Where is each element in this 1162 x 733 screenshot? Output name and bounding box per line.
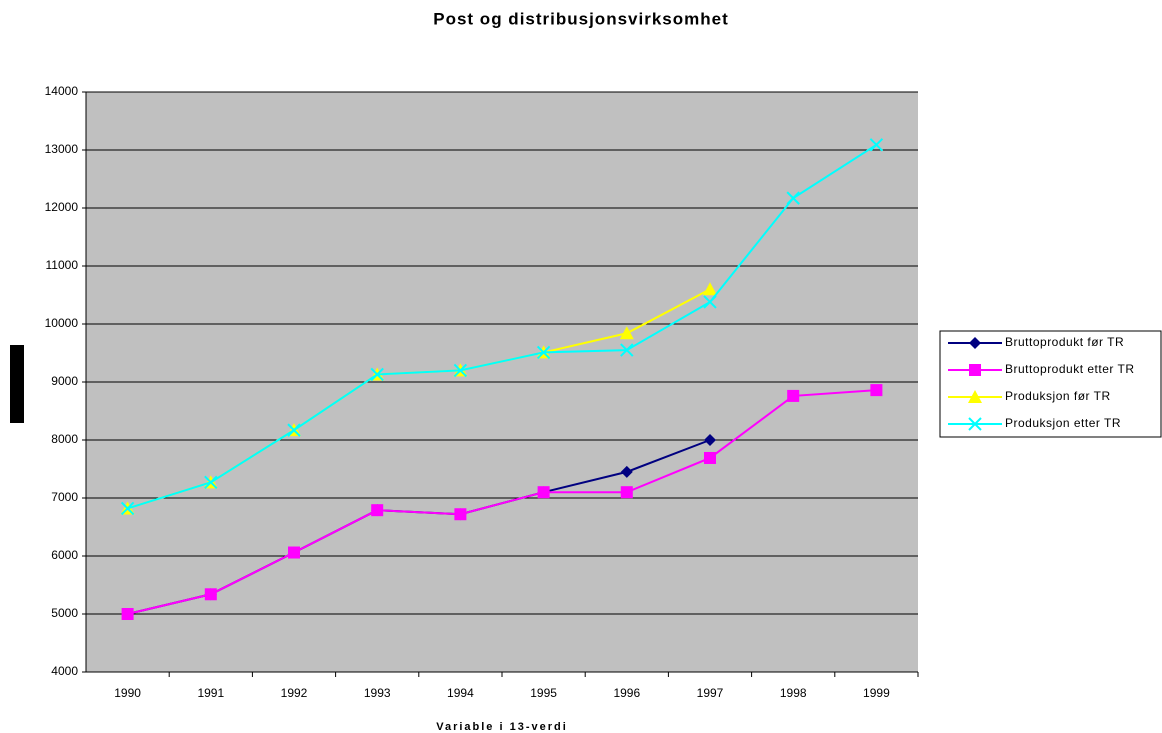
legend-label: Produksjon før TR [1005,389,1111,403]
marker [371,504,384,517]
y-tick-label: 8000 [51,432,78,446]
marker [121,608,134,620]
redacted-label [10,345,24,423]
y-tick-label: 6000 [51,548,78,562]
y-tick-label: 5000 [51,606,78,620]
marker [703,282,717,296]
marker [703,295,717,309]
x-tick-label: 1994 [447,686,474,700]
marker [620,486,633,499]
legend-label: Bruttoprodukt etter TR [1005,362,1135,376]
x-tick-label: 1996 [613,686,640,700]
marker [370,367,384,382]
series-line [127,389,877,615]
marker [453,363,468,378]
x-tick-label: 1991 [197,686,224,700]
x-tick-label: 1997 [697,686,724,700]
legend-label: Bruttoprodukt før TR [1005,335,1124,349]
marker [620,465,633,478]
marker [537,486,550,499]
marker [968,417,982,431]
marker [204,588,217,601]
marker [288,546,300,559]
marker [969,364,981,376]
marker [786,191,800,205]
legend-label: Produksjon etter TR [1005,416,1121,430]
y-tick-label: 10000 [45,316,79,330]
marker [969,337,981,349]
x-tick-label: 1995 [530,686,557,700]
marker [787,389,800,402]
marker [454,508,467,521]
y-tick-label: 7000 [51,490,78,504]
marker [704,451,716,464]
x-tick-label: 1999 [863,686,890,700]
y-tick-label: 4000 [51,664,78,678]
marker [287,423,301,437]
marker [870,384,883,397]
y-tick-label: 9000 [51,374,78,388]
series-line [127,143,877,510]
x-tick-label: 1993 [364,686,391,700]
marker [204,475,218,490]
y-tick-label: 11000 [46,258,79,272]
marker [704,434,716,446]
x-tick-label: 1998 [780,686,807,700]
marker [120,501,135,516]
x-axis-label: Variable i 13-verdi [436,721,568,733]
marker [619,326,634,340]
marker [968,390,982,403]
legend [939,330,1162,438]
x-tick-label: 1990 [114,686,141,700]
marker [620,343,634,357]
marker [536,345,551,360]
marker [869,138,884,152]
x-tick-label: 1992 [281,686,308,700]
y-tick-label: 13000 [45,142,79,156]
y-tick-label: 12000 [45,200,79,214]
chart-title: Post og distribusjonsvirksomhet [433,9,729,28]
y-tick-label: 14000 [45,84,79,98]
